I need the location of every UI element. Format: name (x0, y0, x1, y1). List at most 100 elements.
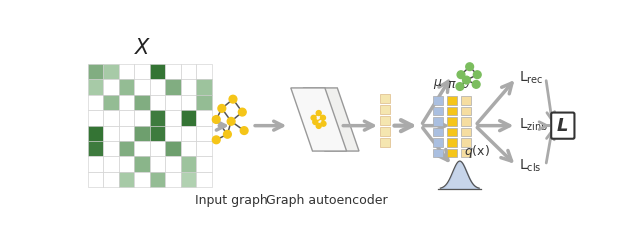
Bar (119, 64, 134, 79)
Bar (447, 128, 457, 136)
Bar (433, 96, 443, 105)
Bar (134, 126, 150, 141)
Bar (196, 79, 212, 95)
Bar (119, 79, 134, 95)
Bar (461, 96, 470, 105)
Circle shape (240, 127, 248, 135)
Bar (196, 157, 212, 172)
Circle shape (229, 95, 237, 103)
Bar (103, 172, 119, 187)
Bar (88, 110, 103, 126)
Bar (150, 141, 165, 157)
Text: Input graph: Input graph (195, 194, 268, 207)
Text: L$_{\rm zinb}$: L$_{\rm zinb}$ (520, 117, 549, 133)
Bar (196, 95, 212, 110)
Bar (150, 64, 165, 79)
Bar (433, 138, 443, 147)
Bar (119, 172, 134, 187)
Text: X: X (135, 38, 149, 58)
Bar (447, 107, 457, 115)
Circle shape (466, 63, 474, 71)
Bar (88, 157, 103, 172)
Text: L$_{\rm rec}$: L$_{\rm rec}$ (520, 70, 544, 86)
Bar (165, 95, 180, 110)
Bar (103, 64, 119, 79)
Bar (103, 95, 119, 110)
Bar (150, 126, 165, 141)
Bar (180, 64, 196, 79)
Bar (134, 95, 150, 110)
Bar (461, 117, 470, 126)
Bar (150, 95, 165, 110)
Circle shape (212, 136, 220, 144)
Bar (165, 79, 180, 95)
Bar (150, 157, 165, 172)
Circle shape (212, 116, 220, 123)
Circle shape (218, 105, 226, 112)
Polygon shape (303, 88, 359, 151)
Bar (380, 138, 390, 147)
Circle shape (474, 71, 481, 79)
Text: Graph autoencoder: Graph autoencoder (266, 194, 387, 207)
Bar (447, 138, 457, 147)
Bar (433, 128, 443, 136)
Bar (88, 95, 103, 110)
Bar (180, 157, 196, 172)
Bar (196, 172, 212, 187)
Bar (119, 95, 134, 110)
Circle shape (227, 118, 235, 125)
Circle shape (472, 81, 480, 88)
Bar (433, 149, 443, 157)
Bar (461, 138, 470, 147)
Bar (150, 79, 165, 95)
Bar (196, 64, 212, 79)
Bar (380, 116, 390, 125)
Bar (103, 141, 119, 157)
Bar (134, 172, 150, 187)
Bar (180, 79, 196, 95)
Bar (461, 149, 470, 157)
Bar (180, 110, 196, 126)
Bar (433, 107, 443, 115)
Bar (165, 64, 180, 79)
Circle shape (456, 83, 464, 90)
Text: L$_{\rm cls}$: L$_{\rm cls}$ (520, 158, 542, 174)
Bar (447, 96, 457, 105)
Bar (119, 126, 134, 141)
Circle shape (321, 121, 326, 126)
Bar (103, 126, 119, 141)
Bar (134, 157, 150, 172)
Bar (180, 95, 196, 110)
Circle shape (316, 123, 321, 128)
Bar (461, 128, 470, 136)
Bar (88, 141, 103, 157)
Bar (461, 107, 470, 115)
Bar (150, 172, 165, 187)
Bar (119, 110, 134, 126)
FancyBboxPatch shape (551, 112, 575, 139)
Circle shape (313, 120, 318, 124)
Bar (150, 110, 165, 126)
Bar (134, 79, 150, 95)
Bar (165, 141, 180, 157)
Circle shape (311, 115, 316, 120)
Circle shape (321, 115, 326, 120)
Bar (134, 64, 150, 79)
Circle shape (223, 130, 231, 138)
Bar (103, 157, 119, 172)
Bar (134, 141, 150, 157)
Bar (165, 126, 180, 141)
Text: L: L (557, 117, 568, 135)
Text: $\mu$: $\mu$ (433, 77, 442, 91)
Bar (447, 117, 457, 126)
Bar (380, 105, 390, 114)
Bar (180, 172, 196, 187)
Bar (165, 172, 180, 187)
Circle shape (239, 108, 246, 116)
Bar (180, 126, 196, 141)
Polygon shape (291, 88, 347, 151)
Bar (88, 64, 103, 79)
Circle shape (463, 76, 470, 84)
Circle shape (316, 110, 321, 115)
Bar (103, 110, 119, 126)
